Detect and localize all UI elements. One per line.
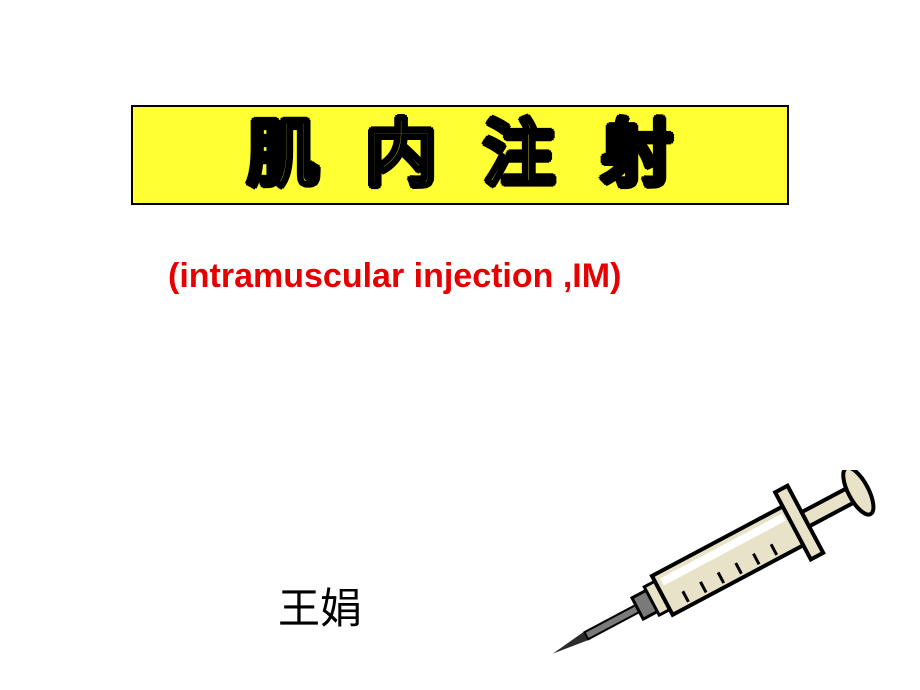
title-char-2: 内: [365, 119, 437, 191]
title-text: 肌 内 注 射: [247, 119, 673, 191]
author-name: 王娟: [278, 575, 362, 636]
title-char-3: 注: [483, 119, 555, 191]
title-banner: 肌 内 注 射: [130, 100, 790, 210]
syringe-icon: [520, 470, 900, 670]
subtitle: (intramuscular injection ,IM): [168, 257, 621, 296]
title-char-1: 肌: [247, 119, 319, 191]
slide: 肌 内 注 射 (intramuscular injection ,IM) 王娟: [0, 0, 920, 690]
title-char-4: 射: [601, 119, 673, 191]
